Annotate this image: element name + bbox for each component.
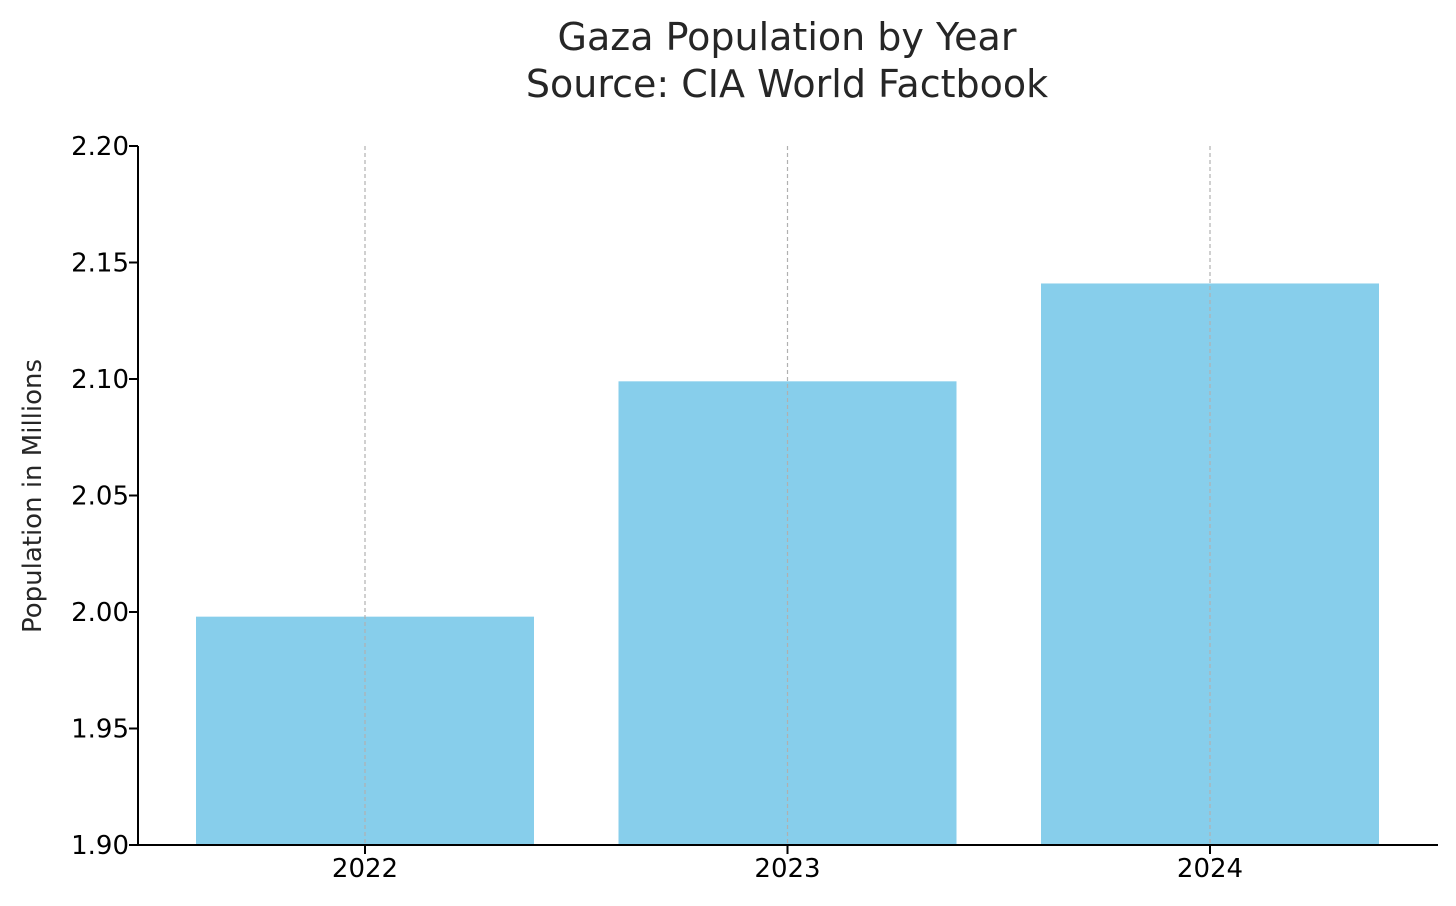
vertical-grid-layer xyxy=(364,146,1211,845)
bar-2023 xyxy=(618,381,957,845)
bars-layer xyxy=(196,283,1379,846)
bar-2024 xyxy=(1041,283,1379,846)
y-axis-label: Population in Millions xyxy=(18,359,48,633)
x-tick-label-2022: 2022 xyxy=(332,854,398,884)
chart-title-line-1: Gaza Population by Year xyxy=(558,15,1017,59)
y-tick-label-1.90: 1.90 xyxy=(71,831,129,861)
y-tick-label-2.15: 2.15 xyxy=(71,249,129,279)
x-tick-label-2024: 2024 xyxy=(1177,854,1243,884)
y-tick-label-2.20: 2.20 xyxy=(71,132,129,162)
ticks-layer: 1.90 1.95 2.00 2.05 2.10 2.15 2.20 2022 2023 2024 xyxy=(71,132,1243,884)
x-tick-label-2023: 2023 xyxy=(754,854,820,884)
y-tick-label-2.05: 2.05 xyxy=(71,482,129,512)
y-tick-label-1.95: 1.95 xyxy=(71,715,129,745)
y-tick-label-2.00: 2.00 xyxy=(71,598,129,628)
chart-title-line-2: Source: CIA World Factbook xyxy=(526,62,1048,106)
y-tick-label-2.10: 2.10 xyxy=(71,365,129,395)
